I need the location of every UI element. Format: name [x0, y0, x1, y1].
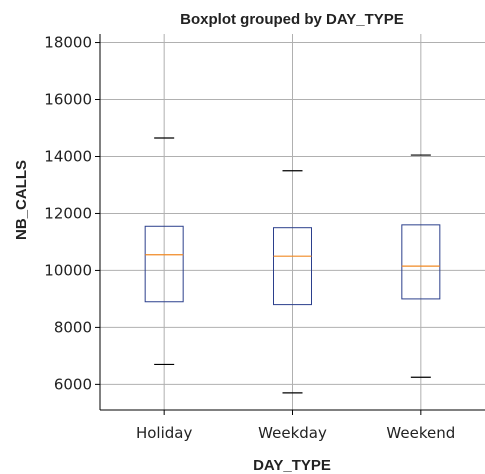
grid-lines [100, 34, 485, 410]
y-tick-label: 14000 [44, 147, 92, 165]
chart-title: Boxplot grouped by DAY_TYPE [180, 11, 404, 28]
x-tick-label: Weekend [386, 424, 455, 442]
box-weekday [273, 227, 312, 306]
y-axis-title: NB_CALLS [13, 160, 30, 240]
axes: 6000 8000 10000 12000 14000 16000 18000 Holiday… [44, 34, 485, 442]
box-holiday [144, 225, 184, 303]
x-tick-label: Weekday [258, 424, 327, 442]
y-tick-label: 18000 [44, 34, 92, 52]
y-tick-label: 6000 [54, 375, 92, 393]
box-weekend [401, 224, 441, 300]
y-tick-label: 16000 [44, 91, 92, 109]
y-tick-label: 8000 [54, 318, 92, 336]
x-tick-label: Holiday [136, 424, 193, 442]
y-tick-label: 10000 [44, 261, 92, 279]
y-tick-label: 12000 [44, 204, 92, 222]
boxes [144, 137, 441, 394]
x-axis-title: DAY_TYPE [253, 457, 331, 474]
